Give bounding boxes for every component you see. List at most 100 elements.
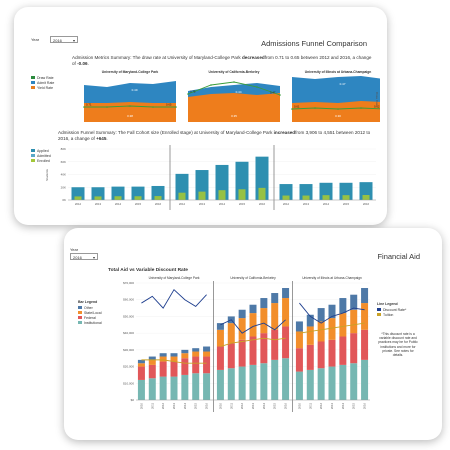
aid-bar-segment [328, 318, 336, 340]
y-tick-label: $40,000 [123, 331, 134, 335]
aid-bar-segment [260, 308, 268, 334]
x-tick-label: 2012 [179, 202, 186, 206]
rate-legend-item: Admit Rate [31, 80, 54, 85]
line-legend-title: Line Legend [377, 302, 398, 306]
legend-label: Admit Rate [37, 80, 55, 85]
year-dropdown[interactable]: 2016 ▾ [70, 253, 98, 260]
stage-legend-item: Enrolled [31, 158, 51, 163]
draw-rate-start-label: 0.61 [294, 105, 300, 109]
enrolled-bar [154, 196, 162, 200]
aid-bar-segment [260, 363, 268, 400]
aid-bar-segment [137, 363, 145, 367]
tuition-line [220, 337, 286, 347]
aid-bar-segment [137, 359, 145, 364]
aid-bar-segment [227, 343, 235, 369]
aid-bar-segment [339, 336, 347, 365]
panel-title: University of Maryland-College Park [102, 70, 159, 74]
aid-bar-segment [350, 309, 358, 334]
aid-bar-segment [170, 353, 178, 357]
aid-bar-segment [295, 331, 303, 349]
bar-legend-item: Other [78, 305, 102, 310]
legend-label: Enrolled [37, 158, 50, 163]
x-tick-label: 2016 [363, 202, 370, 206]
rate-charts: University of Maryland-College Park 0.49 0… [83, 70, 380, 122]
legend-swatch [31, 85, 35, 90]
aid-bar-segment [227, 368, 235, 400]
aid-bar-segment [328, 339, 336, 367]
year-dropdown-value: 2016 [73, 255, 82, 260]
aid-bar-segment [249, 336, 257, 365]
aid-bar-segment [317, 341, 325, 369]
legend-label: Tuition [383, 312, 394, 317]
aid-bar-segment [317, 321, 325, 342]
bar-legend-item: Institutional [78, 320, 102, 325]
draw-rate-point [83, 106, 85, 108]
x-tick-label: 2012 [240, 402, 244, 409]
rate-legend: Draw Rate Admit Rate Yield Rate [31, 75, 54, 90]
draw-rate-point [129, 105, 131, 107]
enrolled-bar [74, 196, 82, 200]
right-axis-label: Draw Rate [375, 92, 379, 107]
aid-bar-segment [170, 376, 178, 400]
panel-title: University of Illinois at Urbana-Champai… [302, 276, 362, 280]
chart-title: Total Aid vs Variable Discount Rate [108, 268, 188, 273]
admit-rate-label: 0.44 [236, 90, 242, 94]
aid-panel: University of Maryland-College Park 2010 2… [137, 276, 211, 409]
bar-legend: Bar Legend Other State/Local Federal Instit… [78, 300, 102, 325]
yield-rate-label: 0.38 [127, 114, 133, 118]
aid-bar-segment [328, 366, 336, 400]
legend-label: Applied [37, 148, 49, 153]
funnel-panel: 2012 2013 2014 2015 2016 [169, 145, 269, 210]
aid-bar-segment [159, 361, 167, 377]
aid-bar-segment [148, 359, 156, 365]
legend-label: Admitted [37, 153, 51, 158]
aid-panel: University of California-Berkeley 2010 201… [213, 276, 290, 412]
y-tick-label: 0K [62, 198, 66, 202]
aid-bar-segment [203, 373, 211, 400]
aid-bar-segment [295, 348, 303, 372]
x-tick-label: 2015 [239, 202, 246, 206]
year-dropdown[interactable]: 2016 ▾ [50, 36, 78, 43]
aid-bar-segment [350, 363, 358, 400]
legend-swatch [377, 307, 381, 312]
enrolled-bar [342, 195, 350, 200]
x-tick-label: 2013 [251, 402, 255, 409]
aid-bar-segment [137, 366, 145, 380]
x-tick-label: 2015 [273, 402, 277, 409]
aid-bar-segment [361, 303, 369, 330]
rate-panel: University of California-Berkeley 0.44 0.3… [187, 70, 281, 122]
enrolled-bar [178, 192, 186, 200]
x-tick-label: 2011 [308, 403, 312, 409]
aid-bar-segment [216, 369, 224, 400]
tuition-line [141, 359, 207, 364]
aid-bar-segment [339, 313, 347, 337]
aid-bar-segment [148, 364, 156, 379]
legend-swatch [31, 148, 35, 153]
yield-rate-label: 0.30 [335, 114, 341, 118]
bar-legend-title: Bar Legend [78, 300, 98, 304]
aid-bar-segment [181, 349, 189, 354]
enrolled-bar [258, 187, 266, 200]
aid-bar-segment [271, 303, 279, 330]
enrolled-bar [134, 196, 142, 200]
aid-bar-segment [148, 356, 156, 360]
x-tick-label: 2016 [205, 402, 209, 409]
year-dropdown-value: 2016 [53, 38, 62, 43]
discount-rate-line [141, 288, 207, 309]
aid-bar-segment [181, 358, 189, 375]
legend-swatch [31, 80, 35, 85]
aid-bar-segment [306, 314, 314, 327]
aid-bar-segment [361, 288, 369, 304]
aid-bar-segment [238, 339, 246, 367]
discount-rate-line [220, 319, 286, 334]
aid-bar-segment [170, 361, 178, 377]
enrolled-bar [114, 196, 122, 200]
aid-bar-segment [216, 346, 224, 370]
y-tick-label: 80K [61, 147, 66, 151]
bar-legend-item: State/Local [78, 310, 102, 315]
legend-swatch [31, 158, 35, 163]
aid-bar-segment [282, 298, 290, 327]
funnel-panel: 2012 2013 2014 2015 2016 [273, 145, 373, 210]
stage-legend-item: Admitted [31, 153, 51, 158]
aid-bar-segment [216, 329, 224, 347]
